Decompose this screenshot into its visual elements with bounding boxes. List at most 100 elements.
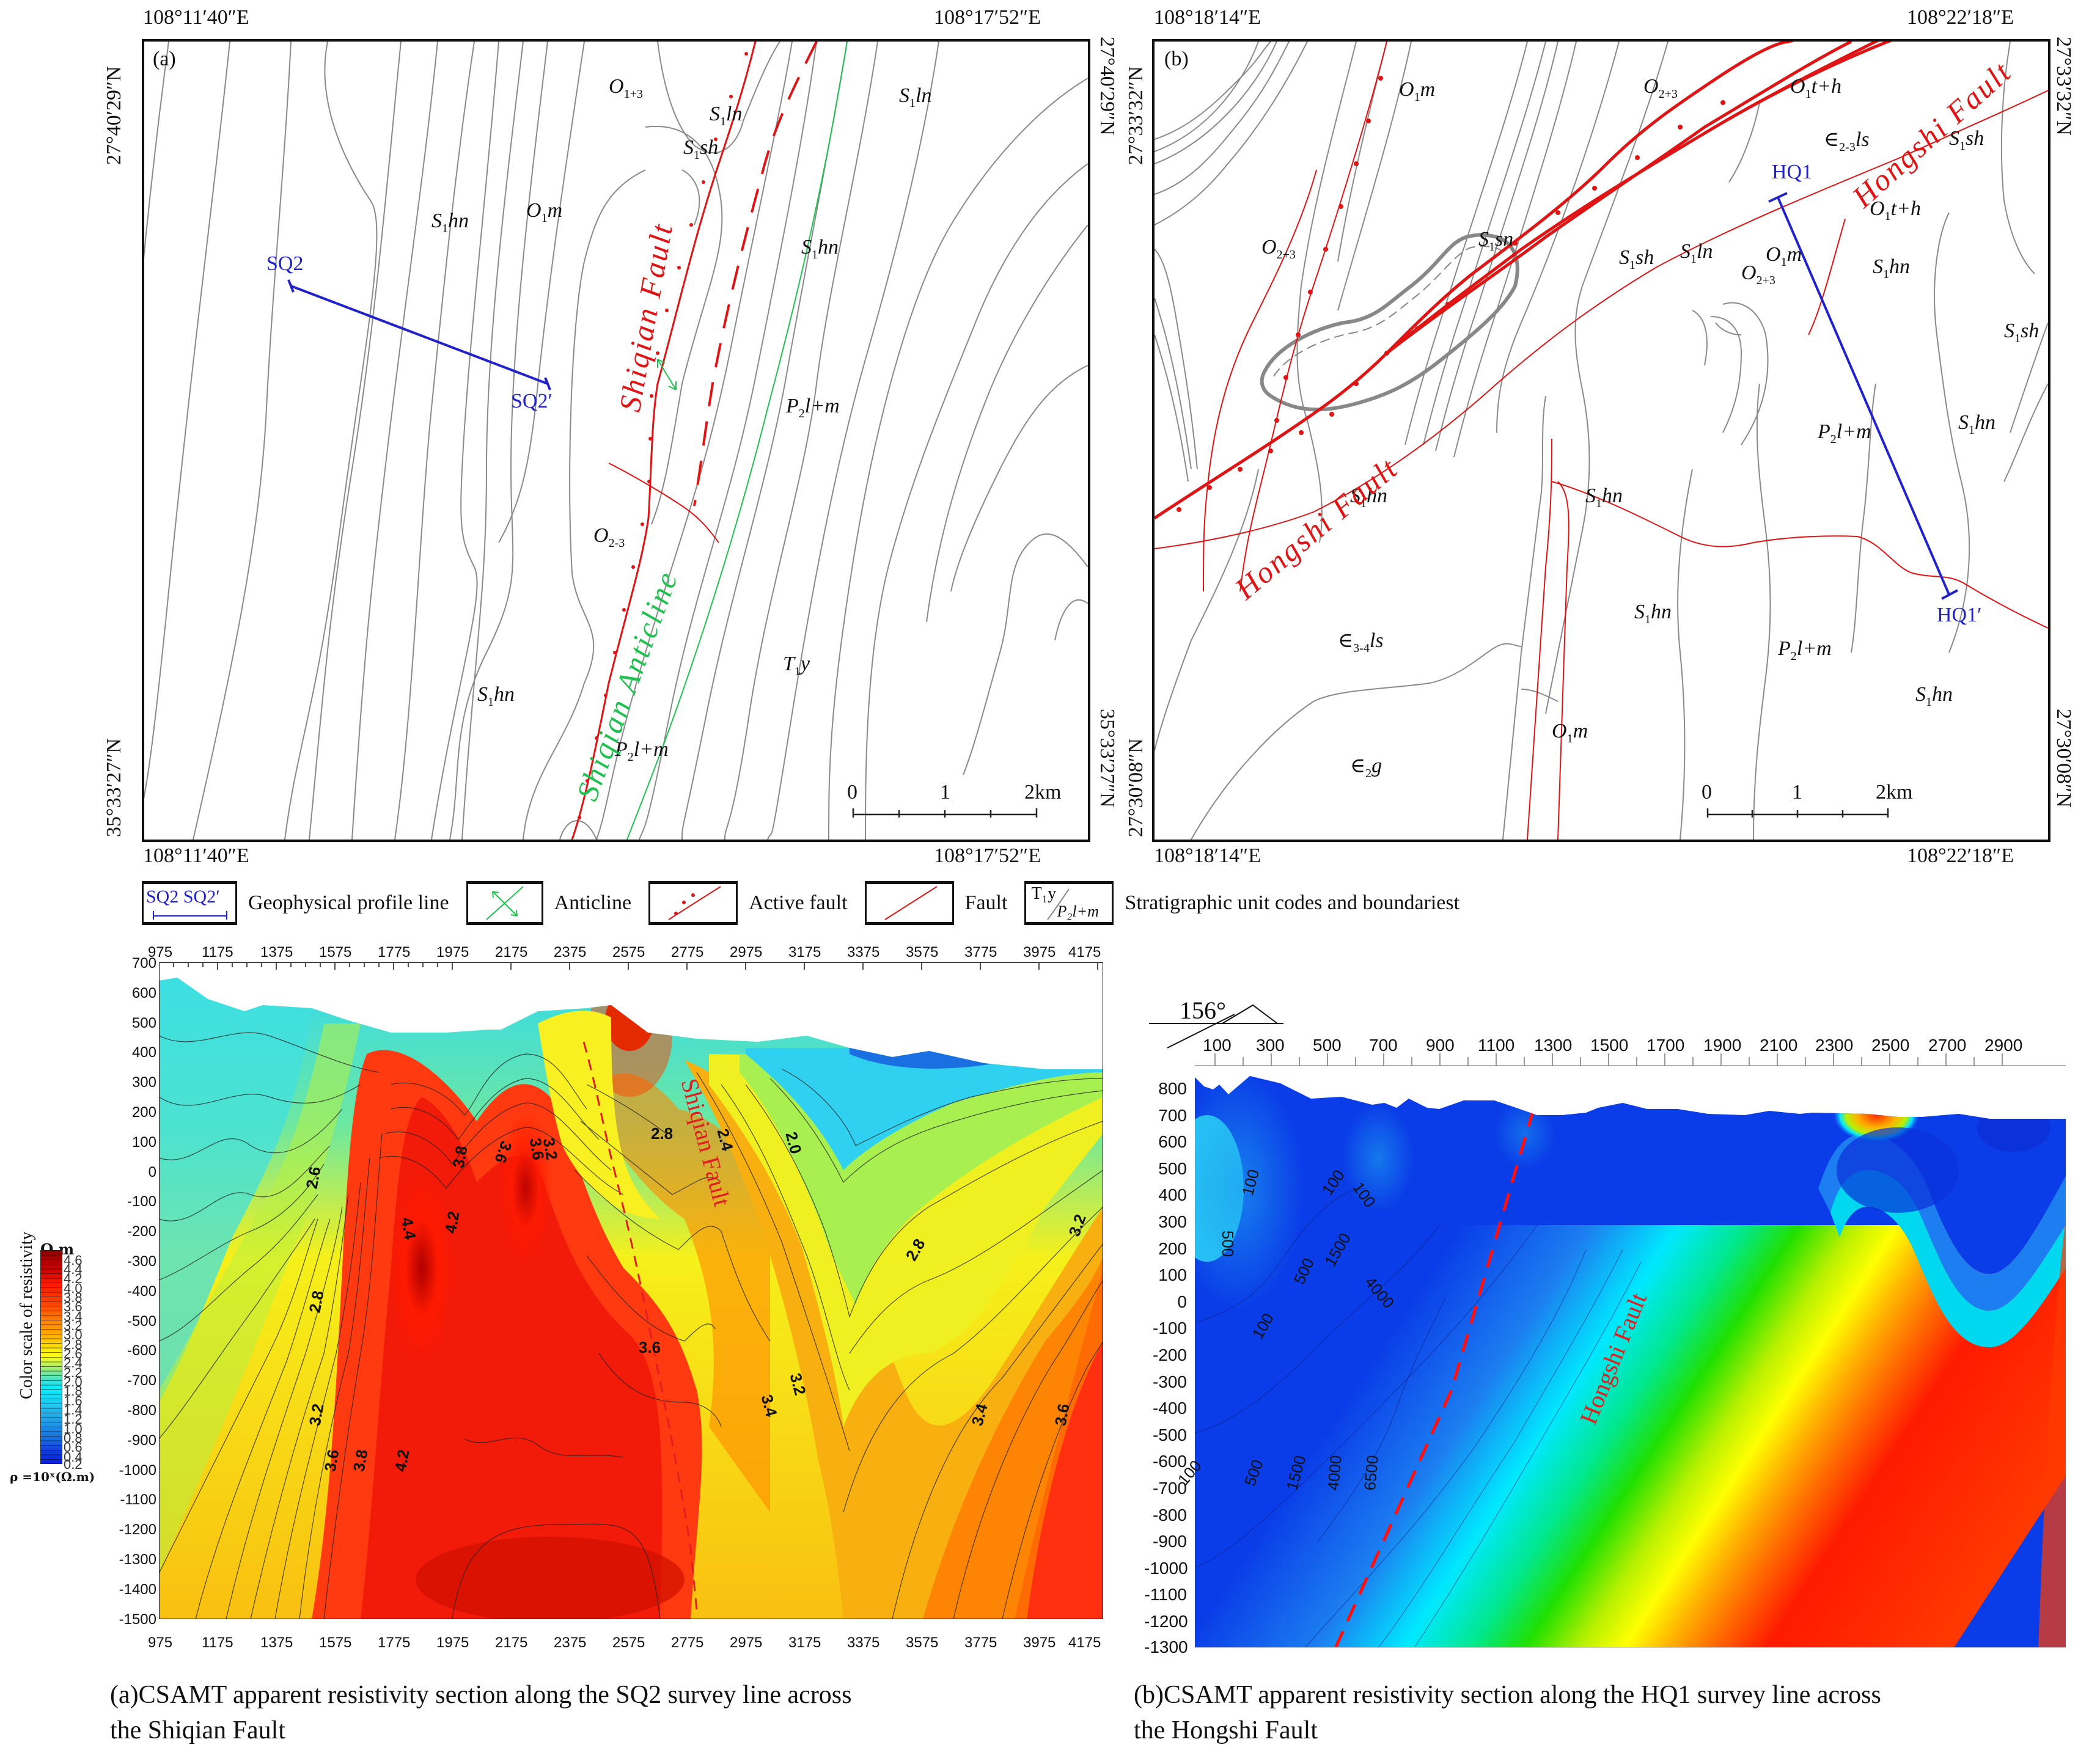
- scalebar-label-1: 1: [1792, 781, 1802, 803]
- unit-label: S1hn: [477, 683, 515, 709]
- unit-label: S1hn: [1915, 683, 1953, 709]
- contour-label: 3.8: [349, 1448, 372, 1473]
- map-b-right-top-lat: 27°33′32″N: [2052, 37, 2075, 136]
- y-tick: -500: [1152, 1425, 1187, 1444]
- unit-label: T1y: [783, 653, 810, 678]
- unit-label: O2-3: [593, 524, 625, 550]
- unit-label: S1sh: [683, 136, 719, 162]
- unit-label: S1sh: [1949, 127, 1984, 153]
- unit-label: P2l+m: [1818, 420, 1871, 446]
- unit-label: P2l+m: [786, 395, 840, 420]
- y-tick: -1200: [119, 1521, 156, 1538]
- unit-label: S1sn: [1478, 228, 1514, 254]
- y-tick: 100: [1158, 1265, 1187, 1284]
- scalebar-label-2km: 2km: [1024, 781, 1062, 803]
- x-tick: 1175: [202, 1634, 233, 1651]
- unit-label: O2+3: [1741, 262, 1775, 287]
- active-fault-icon: [668, 886, 721, 920]
- y-tick: -900: [1152, 1532, 1187, 1551]
- x-tick: 1375: [260, 1634, 293, 1651]
- y-tick: -700: [1152, 1479, 1187, 1498]
- contour-label: 3.6: [320, 1448, 343, 1473]
- y-tick: -800: [1152, 1506, 1187, 1524]
- section-a-plot: [159, 962, 1103, 1619]
- unit-label: O1m: [526, 199, 563, 225]
- y-tick: -100: [1152, 1319, 1187, 1338]
- y-tick: 300: [1158, 1212, 1187, 1231]
- y-tick: 600: [131, 985, 156, 1001]
- contour-label: 4000: [1323, 1454, 1345, 1491]
- x-tick: 1575: [319, 1634, 352, 1651]
- y-tick: 500: [1158, 1159, 1187, 1178]
- map-b-left-top-lat: 27°33′32″N: [1125, 66, 1147, 165]
- map-b-frame: (b) O1m O2+3 O1t+h ∈2-3ls S1sh O2+3 S1sn…: [1152, 39, 2050, 842]
- profile-hq1-start-label: HQ1: [1772, 161, 1813, 183]
- y-tick: -400: [1152, 1399, 1187, 1418]
- y-tick: -300: [1152, 1372, 1187, 1391]
- section-b-plot: [1195, 1076, 2066, 1648]
- x-tick: 2175: [495, 1634, 528, 1651]
- y-tick: 100: [131, 1134, 156, 1151]
- map-a-top-left-lon: 108°11′40″E: [143, 6, 249, 29]
- x-tick: 1900: [1703, 1036, 1742, 1055]
- contour-label: 3.6: [1051, 1402, 1073, 1427]
- unit-label: S1ln: [710, 103, 743, 128]
- section-a-caption-line2: the Shiqian Fault: [110, 1716, 285, 1744]
- y-tick: -1400: [119, 1581, 156, 1598]
- x-tick: 2375: [554, 1634, 587, 1651]
- scalebar-label-0: 0: [847, 781, 857, 803]
- y-tick: -1200: [1144, 1612, 1188, 1631]
- legend-profile-line-label: Geophysical profile line: [248, 891, 449, 914]
- colorbar-formula: ρ =10ˣ(Ω.m): [10, 1469, 95, 1484]
- map-b-left-bottom-lat: 27°30′08″N: [1125, 738, 1147, 837]
- section-a-caption-line1: (a)CSAMT apparent resistivity section al…: [110, 1681, 852, 1709]
- x-tick: 2975: [730, 944, 763, 961]
- y-tick: 200: [131, 1104, 156, 1121]
- unit-label: ∈3-4ls: [1338, 629, 1384, 655]
- unit-label: O1m: [1552, 720, 1588, 745]
- y-tick: 0: [1177, 1292, 1187, 1311]
- x-tick: 3575: [906, 1634, 939, 1651]
- legend-profile-line-symbol: SQ2 SQ2′: [142, 881, 237, 925]
- unit-label: S1hn: [1958, 411, 1995, 437]
- y-tick: -900: [127, 1432, 156, 1449]
- strike-symbol-icon: [1149, 1004, 1283, 1049]
- x-tick: 1500: [1590, 1036, 1629, 1055]
- x-tick: 2100: [1760, 1036, 1798, 1055]
- colorbar-gradient: [40, 1250, 62, 1464]
- x-tick: 3175: [788, 1634, 821, 1651]
- unit-label: S1ln: [899, 84, 932, 110]
- map-a-right-bottom-lat: 35°33′27″N: [1096, 709, 1118, 808]
- unit-label: P2l+m: [1778, 637, 1832, 663]
- y-tick: -100: [127, 1193, 156, 1210]
- fault-icon: [884, 886, 938, 920]
- x-tick: 1300: [1534, 1036, 1573, 1055]
- legend-fault-label: Fault: [964, 891, 1008, 914]
- x-tick: 1975: [436, 944, 469, 961]
- unit-label: S1sh: [1619, 246, 1654, 272]
- y-tick: -1000: [1144, 1559, 1188, 1578]
- y-tick: 600: [1158, 1132, 1187, 1151]
- colorbar-title: Color scale of resistivity: [17, 1231, 36, 1399]
- y-tick: -1300: [119, 1551, 156, 1568]
- x-tick: 3975: [1023, 944, 1056, 961]
- contour-label: 3.6: [639, 1338, 661, 1356]
- unit-label: S1hn: [1585, 485, 1623, 510]
- anticline-icon: [485, 886, 524, 920]
- unit-label: O2+3: [1261, 236, 1296, 262]
- x-tick: 3175: [788, 944, 821, 961]
- y-tick: 700: [1158, 1106, 1187, 1125]
- y-tick: -700: [127, 1372, 156, 1389]
- contour-label: 6500: [1360, 1454, 1382, 1491]
- y-tick: -1000: [119, 1462, 156, 1479]
- x-tick: 975: [148, 944, 173, 961]
- strike-label: 156°: [1180, 997, 1226, 1024]
- x-tick: 4175: [1068, 1634, 1101, 1651]
- legend-anticline-label: Anticline: [554, 891, 632, 914]
- x-tick: 2375: [554, 944, 587, 961]
- map-a-linework: [144, 42, 1088, 840]
- x-tick: 1100: [1478, 1036, 1515, 1055]
- unit-label: S1hn: [1634, 601, 1672, 626]
- unit-label: ∈2g: [1350, 755, 1382, 780]
- x-tick: 2575: [612, 1634, 645, 1651]
